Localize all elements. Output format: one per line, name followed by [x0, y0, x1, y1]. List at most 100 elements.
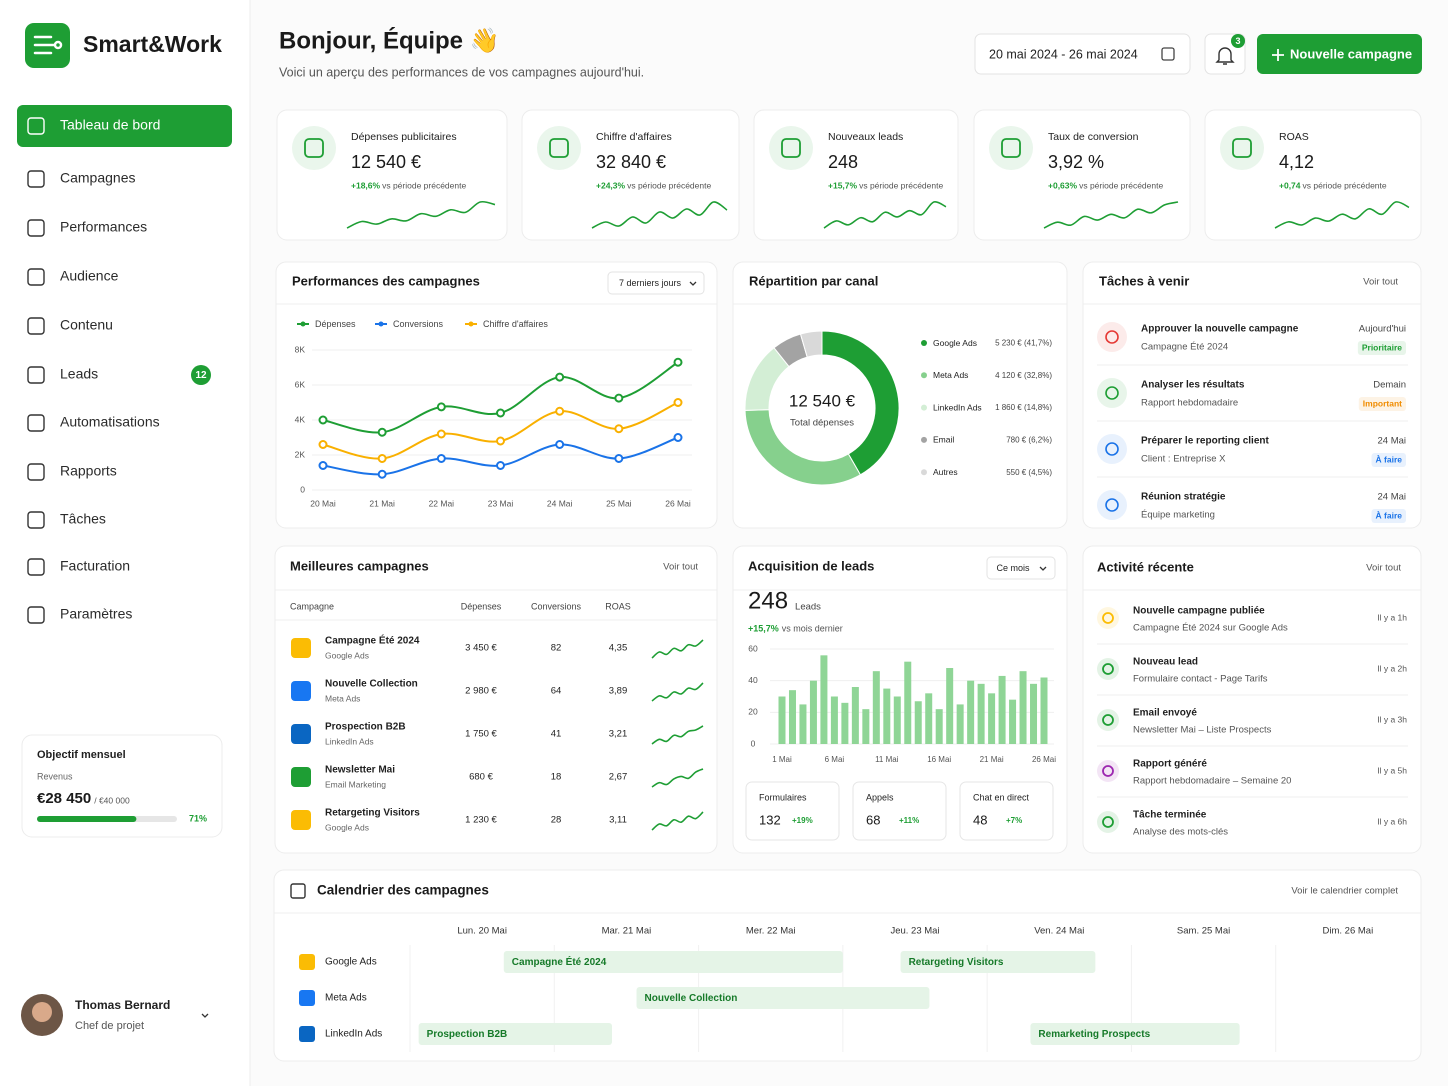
platform-icon: [291, 810, 311, 830]
x-tick-label: 11 Mai: [875, 755, 899, 764]
event-label: Remarketing Prospects: [1038, 1029, 1150, 1040]
period-select[interactable]: [986, 556, 1056, 580]
activity-title: Nouvelle campagne publiée: [1133, 606, 1265, 617]
kpi-glyph: [304, 138, 324, 158]
x-tick-label: 26 Mai: [665, 498, 691, 508]
nav-item[interactable]: [17, 256, 232, 298]
plus-icon: [1272, 49, 1284, 61]
y-tick-label: 0: [751, 738, 756, 748]
y-tick-label: 40: [748, 675, 758, 685]
notification-count: 3: [1235, 36, 1240, 46]
see-all-link[interactable]: Voir tout: [1366, 563, 1401, 574]
calendar-event[interactable]: [636, 987, 930, 1009]
channel-value: 132: [759, 812, 781, 827]
task-tag: À faire: [1376, 454, 1403, 464]
campaign-roas: 2,67: [609, 772, 628, 783]
nav-label: Tableau de bord: [60, 117, 160, 133]
brand-name: Smart&Work: [83, 31, 222, 57]
bell-icon: [1215, 47, 1235, 65]
kpi-change: +18,6%: [351, 180, 381, 190]
nav-icon: [27, 219, 45, 237]
campaign-roas: 4,35: [609, 643, 628, 654]
legend-value: 550 € (4,5%): [1006, 468, 1052, 477]
bar: [967, 680, 975, 744]
activity-time: Il y a 1h: [1377, 612, 1407, 622]
y-tick-label: 20: [748, 707, 758, 717]
channel-value: 48: [973, 812, 987, 827]
bar: [830, 696, 838, 744]
task-glyph: [1105, 330, 1119, 344]
goal-value: €28 450: [37, 790, 91, 807]
bar: [893, 696, 901, 744]
donut-label: Total dépenses: [790, 418, 854, 429]
nav-item[interactable]: [17, 305, 232, 347]
campaign-roas: 3,89: [609, 686, 628, 697]
activity-subtitle: Newsletter Mai – Liste Prospects: [1133, 725, 1272, 736]
nav-label: Tâches: [60, 511, 106, 527]
legend-value: 780 € (6,2%): [1006, 436, 1052, 445]
task-icon: [1097, 322, 1127, 352]
channel-label: Appels: [866, 792, 894, 802]
data-point: [496, 436, 505, 446]
activity-icon: [1097, 658, 1119, 680]
x-tick-label: 23 Mai: [488, 498, 514, 508]
bar: [809, 680, 817, 744]
goal-card: [21, 734, 223, 838]
see-all-link[interactable]: Voir tout: [1363, 277, 1398, 288]
date-picker[interactable]: [974, 33, 1191, 75]
kpi-value: 32 840 €: [596, 152, 666, 172]
chevron-icon: [689, 281, 697, 286]
channel-change: +7%: [1006, 816, 1022, 825]
see-all-link[interactable]: Voir tout: [663, 562, 698, 573]
nav-item[interactable]: [17, 451, 232, 493]
kpi-label: ROAS: [1279, 131, 1309, 143]
day-label: Jeu. 23 Mai: [890, 926, 939, 937]
nav-item[interactable]: [17, 499, 232, 541]
kpi-icon: [989, 126, 1033, 170]
legend-dot: [378, 321, 384, 327]
period-label: Ce mois: [996, 563, 1030, 573]
user-menu[interactable]: [194, 1005, 216, 1027]
channel-value: 68: [866, 812, 880, 827]
nav-label: Rapports: [60, 463, 117, 479]
legend-label: Chiffre d'affaires: [483, 319, 548, 329]
new-campaign-button[interactable]: [1257, 34, 1422, 74]
nav-item[interactable]: [17, 105, 232, 147]
bar: [956, 704, 964, 744]
calendar-icon: [1161, 47, 1175, 61]
kpi-glyph: [1232, 138, 1252, 158]
task-due: 24 Mai: [1377, 436, 1406, 447]
activity-glyph: [1102, 663, 1114, 675]
kpi-icon: [769, 126, 813, 170]
calendar-event[interactable]: [1030, 1023, 1240, 1045]
campaign-spend: 3 450 €: [465, 643, 497, 654]
calendar-event[interactable]: [900, 951, 1096, 973]
campaign-spend: 2 980 €: [465, 686, 497, 697]
button-label: Nouvelle campagne: [1290, 46, 1412, 61]
see-all-link[interactable]: Voir le calendrier complet: [1291, 886, 1398, 897]
x-tick-label: 1 Mai: [772, 755, 792, 764]
calendar-event[interactable]: [418, 1023, 612, 1045]
kpi-icon: [1220, 126, 1264, 170]
data-point: [614, 454, 624, 463]
channel-change: +19%: [792, 816, 813, 825]
task-icon: [1097, 490, 1127, 520]
channel-label: Formulaires: [759, 792, 807, 802]
logo-glyph: [33, 35, 63, 55]
sparkline: [651, 811, 704, 831]
day-label: Dim. 26 Mai: [1323, 926, 1374, 937]
leads-change-note: vs mois dernier: [782, 623, 843, 633]
sparkline: [651, 639, 704, 659]
period-select[interactable]: [607, 271, 705, 295]
sparkline: [1043, 201, 1179, 229]
campaigns-card: [274, 545, 718, 854]
x-tick-label: 24 Mai: [547, 498, 573, 508]
calendar-channel: Meta Ads: [325, 993, 367, 1004]
bar: [778, 696, 786, 744]
data-point: [673, 433, 683, 442]
day-label: Mar. 21 Mai: [602, 926, 652, 937]
kpi-note: vs période précédente: [627, 180, 711, 190]
calendar-event[interactable]: [503, 951, 843, 973]
task-title: Approuver la nouvelle campagne: [1141, 324, 1299, 335]
